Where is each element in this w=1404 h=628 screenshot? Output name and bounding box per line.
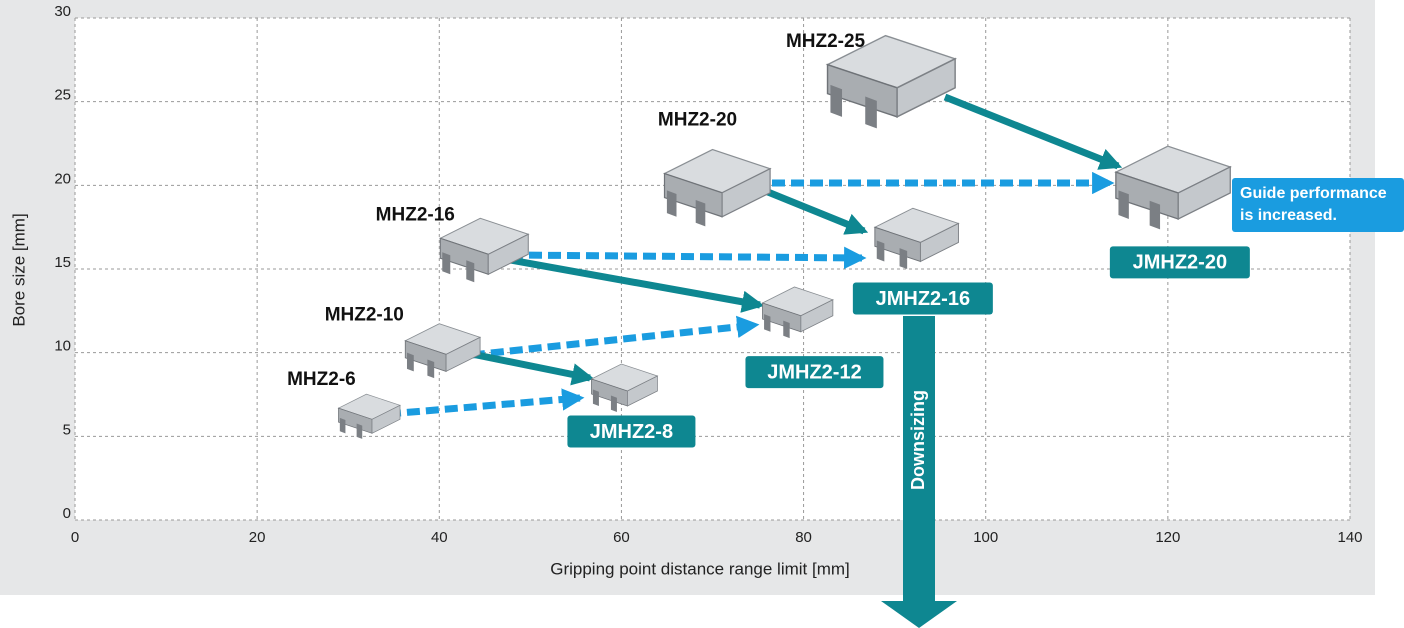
gripper-side bbox=[896, 57, 956, 119]
callout: Guide performance is increased. bbox=[1232, 178, 1404, 232]
point-label: JMHZ2-12 bbox=[767, 361, 861, 383]
y-tick-label: 20 bbox=[54, 170, 71, 187]
product-image bbox=[438, 217, 530, 283]
label-box bbox=[852, 282, 993, 315]
arrow bbox=[471, 315, 760, 359]
label-box bbox=[567, 415, 696, 448]
gripper-side bbox=[445, 336, 481, 373]
finger bbox=[1118, 190, 1129, 219]
point-label: MHZ2-6 bbox=[287, 369, 356, 390]
product-image bbox=[337, 393, 401, 439]
callout-box bbox=[1232, 178, 1404, 232]
finger bbox=[899, 248, 908, 270]
point-label: JMHZ2-8 bbox=[590, 421, 673, 443]
y-tick-label: 15 bbox=[54, 254, 71, 271]
x-tick-label: 140 bbox=[1337, 529, 1362, 546]
gripper-side bbox=[627, 375, 658, 407]
product-image bbox=[873, 207, 960, 270]
finger bbox=[695, 199, 706, 227]
point-label: JMHZ2-20 bbox=[1133, 252, 1227, 274]
annotation: Downsizing bbox=[908, 390, 928, 490]
gripper-side bbox=[919, 222, 959, 263]
finger bbox=[406, 352, 414, 372]
x-tick-label: 100 bbox=[973, 529, 998, 546]
finger bbox=[865, 96, 877, 129]
gripper-side bbox=[1177, 165, 1231, 221]
product-image bbox=[590, 363, 659, 412]
label-box bbox=[1109, 246, 1250, 279]
finger bbox=[764, 314, 771, 332]
point-label: MHZ2-16 bbox=[376, 204, 455, 225]
gripper-side bbox=[371, 404, 401, 434]
arrow bbox=[461, 348, 595, 386]
arrow bbox=[387, 388, 585, 418]
point-label: MHZ2-20 bbox=[658, 109, 737, 130]
x-tick-label: 40 bbox=[431, 529, 448, 546]
y-tick-label: 5 bbox=[63, 421, 71, 438]
gripper-side bbox=[721, 167, 771, 218]
arrow-shaft bbox=[903, 316, 935, 601]
arrow-head bbox=[881, 601, 957, 628]
y-tick-label: 0 bbox=[63, 505, 71, 522]
product-image bbox=[825, 34, 958, 129]
point-label: MHZ2-25 bbox=[786, 31, 866, 52]
finger bbox=[876, 240, 885, 262]
points: MHZ2-6 MHZ2-10 MHZ2-16 MHZ2-20 MHZ2-25 JMHZ2-… bbox=[287, 31, 1250, 448]
arrows bbox=[387, 93, 1123, 418]
finger bbox=[442, 252, 451, 275]
gripper-side bbox=[800, 299, 834, 333]
x-tick-label: 20 bbox=[249, 529, 266, 546]
finger bbox=[666, 190, 677, 217]
product-image bbox=[662, 148, 772, 227]
finger bbox=[339, 417, 346, 434]
y-tick-label: 10 bbox=[54, 338, 71, 355]
annotation: Guide performance bbox=[1240, 185, 1387, 202]
finger bbox=[610, 395, 617, 412]
arrow bbox=[756, 184, 869, 235]
finger bbox=[830, 84, 843, 117]
annotation: is increased. bbox=[1240, 207, 1337, 224]
x-tick-label: 60 bbox=[613, 529, 630, 546]
label-box bbox=[745, 356, 884, 389]
gripper-side bbox=[487, 233, 529, 276]
y-axis-label: Bore size [mm] bbox=[9, 213, 28, 326]
arrow bbox=[943, 93, 1123, 170]
finger bbox=[427, 359, 435, 379]
finger bbox=[783, 320, 790, 339]
x-tick-label: 0 bbox=[71, 529, 79, 546]
product-image bbox=[761, 286, 834, 339]
y-tick-label: 25 bbox=[54, 87, 71, 104]
finger bbox=[466, 260, 475, 283]
finger bbox=[1149, 200, 1161, 230]
product-image bbox=[1114, 145, 1232, 230]
point-label: MHZ2-10 bbox=[325, 305, 404, 326]
point-label: JMHZ2-16 bbox=[876, 288, 970, 310]
finger bbox=[356, 423, 363, 439]
x-axis-label: Gripping point distance range limit [mm] bbox=[550, 559, 850, 578]
x-tick-label: 80 bbox=[795, 529, 812, 546]
downsizing-arrow: Downsizing bbox=[881, 316, 957, 628]
x-tick-label: 120 bbox=[1155, 529, 1180, 546]
y-tick-label: 30 bbox=[54, 3, 71, 20]
product-image bbox=[404, 323, 482, 379]
arrow bbox=[509, 246, 867, 270]
arrow bbox=[504, 255, 765, 313]
finger bbox=[592, 389, 599, 406]
